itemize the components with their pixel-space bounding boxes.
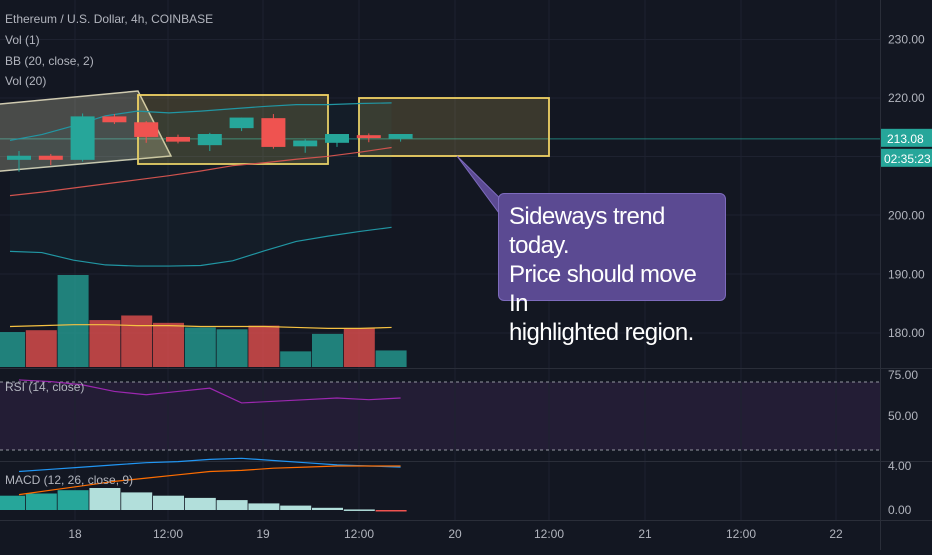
candle-body-0 bbox=[7, 155, 31, 160]
rsi-line bbox=[18, 379, 401, 404]
bollinger-bands bbox=[9, 102, 392, 267]
candle-body-7 bbox=[229, 117, 254, 129]
volume-bar-0 bbox=[0, 332, 25, 367]
volume-bar-10 bbox=[312, 333, 343, 367]
legend-rsi[interactable]: RSI (14, close) bbox=[5, 380, 85, 394]
rsi-tick-0: 75.00 bbox=[888, 368, 918, 382]
candle-body-3 bbox=[102, 116, 127, 123]
volume-bar-2 bbox=[57, 275, 89, 367]
legend-bb[interactable]: BB (20, close, 2) bbox=[5, 54, 94, 68]
price-tick-3: 200.00 bbox=[888, 209, 925, 223]
candle-body-8 bbox=[261, 118, 286, 147]
time-tick-0: 18 bbox=[68, 527, 82, 541]
volume-bar-3 bbox=[89, 320, 121, 367]
macd-hist-bar-7 bbox=[216, 500, 248, 510]
macd-hist-bar-8 bbox=[248, 503, 280, 510]
candle-body-2 bbox=[70, 116, 95, 160]
time-tick-5: 12:00 bbox=[534, 527, 564, 541]
countdown-label: 02:35:23 bbox=[884, 152, 931, 166]
macd-hist-bar-0 bbox=[0, 495, 25, 510]
annotation-callout[interactable]: Sideways trend today. Price should move … bbox=[498, 193, 726, 346]
time-tick-7: 12:00 bbox=[726, 527, 756, 541]
legend-vol-20[interactable]: Vol (20) bbox=[5, 74, 47, 88]
volume-bar-8 bbox=[248, 325, 280, 367]
price-tick-0: 230.00 bbox=[888, 33, 925, 47]
rsi-band-fill bbox=[0, 382, 880, 450]
volume-bar-5 bbox=[153, 322, 184, 367]
macd-line bbox=[18, 457, 401, 473]
annotation-line-2: Price should move In bbox=[509, 261, 697, 317]
rsi-pane bbox=[18, 379, 401, 404]
volume-bar-6 bbox=[184, 327, 216, 367]
macd-hist-bar-3 bbox=[89, 488, 121, 510]
annotation-line-1: Sideways trend today. bbox=[509, 203, 665, 259]
volume-bar-4 bbox=[121, 315, 153, 367]
highlight-box-current bbox=[137, 94, 329, 165]
candle-body-9 bbox=[293, 140, 318, 147]
time-tick-3: 12:00 bbox=[344, 527, 374, 541]
time-tick-1: 12:00 bbox=[153, 527, 183, 541]
time-tick-6: 21 bbox=[638, 527, 652, 541]
candle-body-4 bbox=[134, 122, 159, 137]
time-axis[interactable]: 18 12:00 19 12:00 20 12:00 21 12:00 22 bbox=[68, 527, 843, 541]
legend-vol-1[interactable]: Vol (1) bbox=[5, 33, 40, 47]
macd-tick-0: 4.00 bbox=[888, 459, 912, 473]
time-tick-2: 19 bbox=[256, 527, 270, 541]
legend-macd[interactable]: MACD (12, 26, close, 9) bbox=[5, 473, 134, 487]
candle-body-1 bbox=[38, 155, 63, 160]
volume-bar-9 bbox=[280, 351, 312, 367]
macd-hist-bar-11 bbox=[343, 509, 375, 511]
last-price-badge bbox=[881, 128, 932, 147]
volume-bar-11 bbox=[343, 328, 375, 367]
macd-hist-bar-9 bbox=[280, 505, 312, 510]
volume-ma-line bbox=[9, 324, 392, 329]
countdown-badge bbox=[881, 148, 932, 167]
time-tick-8: 22 bbox=[829, 527, 843, 541]
macd-hist-bar-1 bbox=[25, 493, 57, 510]
macd-hist-bar-5 bbox=[153, 495, 184, 510]
macd-hist-bar-6 bbox=[184, 497, 216, 510]
volume-bars bbox=[0, 275, 407, 367]
volume-bar-7 bbox=[216, 329, 248, 367]
candle-body-5 bbox=[166, 136, 190, 142]
macd-hist-bar-2 bbox=[57, 490, 89, 510]
bb-lower bbox=[9, 226, 392, 267]
macd-hist-bar-12 bbox=[375, 510, 407, 512]
price-tick-4: 190.00 bbox=[888, 267, 925, 281]
price-tick-5: 180.00 bbox=[888, 326, 925, 340]
macd-hist-bar-4 bbox=[121, 492, 153, 510]
rsi-tick-1: 50.00 bbox=[888, 409, 918, 423]
volume-bar-12 bbox=[375, 350, 407, 367]
last-price-label: 213.08 bbox=[887, 132, 924, 146]
highlight-box-projection bbox=[358, 97, 550, 157]
macd-pane bbox=[0, 457, 407, 512]
price-axis[interactable]: 230.00220.00210.00200.00190.00180.00213.… bbox=[881, 33, 932, 518]
macd-signal-line bbox=[18, 465, 401, 496]
macd-tick-1: 0.00 bbox=[888, 503, 912, 517]
macd-hist-bar-10 bbox=[312, 507, 343, 510]
bb-basis bbox=[9, 146, 392, 197]
candle-body-11 bbox=[356, 135, 381, 139]
price-tick-1: 220.00 bbox=[888, 91, 925, 105]
highlight-zones bbox=[0, 90, 550, 172]
volume-bar-1 bbox=[25, 330, 57, 367]
time-tick-4: 20 bbox=[448, 527, 462, 541]
symbol-title[interactable]: Ethereum / U.S. Dollar, 4h, COINBASE bbox=[5, 12, 214, 26]
candle-body-6 bbox=[197, 134, 222, 146]
candlesticks[interactable] bbox=[7, 113, 413, 172]
candle-body-12 bbox=[388, 134, 413, 139]
candle-body-10 bbox=[325, 134, 349, 143]
annotation-line-3: highlighted region. bbox=[509, 319, 694, 346]
